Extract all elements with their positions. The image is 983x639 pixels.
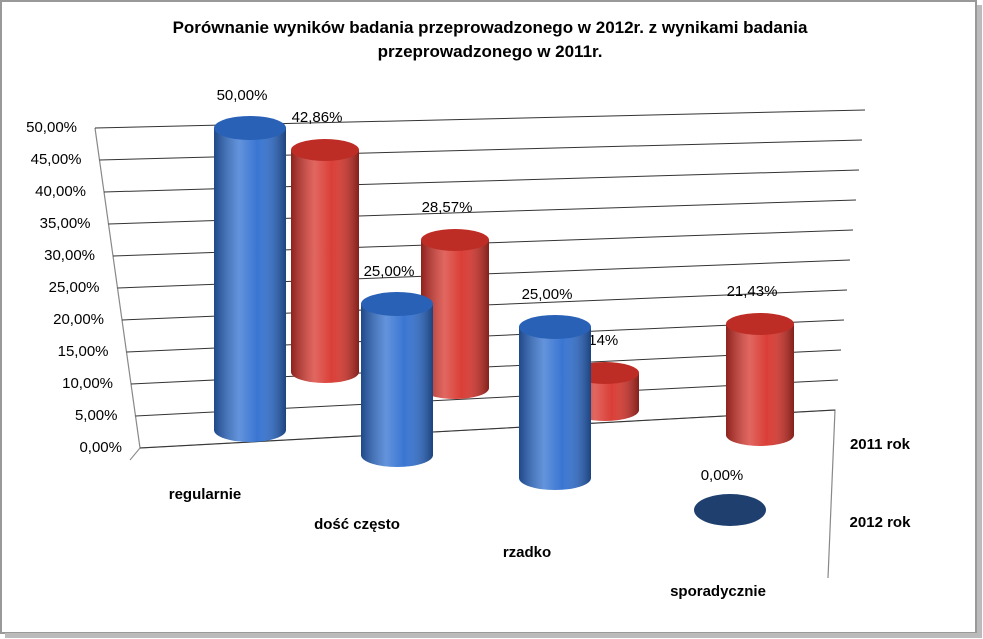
cylinder-top-shade [421,229,489,252]
x-tick-label: sporadycznie [670,583,766,600]
cylinder-shade [361,304,433,467]
wall-edge [129,447,141,461]
y-tick-label: 25,00% [49,279,100,296]
value-label: 25,00% [522,286,573,303]
y-tick-label: 0,00% [79,439,122,456]
y-tick-label: 40,00% [35,183,86,200]
y-tick-label: 35,00% [40,215,91,232]
cylinder [694,494,766,526]
cylinder-shade [291,149,359,383]
cylinder-base [694,494,766,526]
value-label: 0,00% [701,467,744,484]
cylinder [421,229,489,399]
cylinder-top [214,116,286,140]
cylinder-top [519,315,591,339]
x-tick-label: regularnie [169,486,242,503]
series-label: 2012 rok [850,514,912,531]
frame-shadow [5,633,982,638]
cylinder [214,116,286,442]
cylinder-shade [421,240,489,399]
x-tick-label: dość często [314,516,400,533]
cylinder-top [291,138,359,161]
cylinder-top [421,229,489,252]
value-label: 28,57% [422,199,473,216]
y-tick-label: 30,00% [44,247,95,264]
cylinder-top-shade [361,292,433,316]
value-label: 25,00% [364,263,415,280]
cylinder-top-shade [214,116,286,140]
cylinder [291,138,359,383]
cylinder-top-shade [291,138,359,161]
value-label: 42,86% [292,109,343,126]
cylinder-top [361,292,433,316]
cylinder-top-shade [726,312,794,335]
cylinder [361,292,433,467]
y-tick-label: 20,00% [53,311,104,328]
series-label: 2011 rok [850,436,911,453]
cylinder [519,315,591,490]
frame-shadow [977,5,982,637]
chart-title: Porównanie wyników badania przeprowadzon… [172,18,808,61]
cylinder-shade [726,323,794,446]
cylinder-top [726,312,794,335]
y-tick-label: 10,00% [62,375,113,392]
cylinder-top-shade [519,315,591,339]
y-tick-label: 45,00% [31,151,82,168]
x-tick-label: rzadko [503,544,551,561]
y-tick-label: 5,00% [75,407,118,424]
y-tick-label: 15,00% [58,343,109,360]
y-tick-label: 50,00% [26,119,77,136]
value-label: 21,43% [727,283,778,300]
cylinder-shade [519,327,591,490]
cylinder [726,312,794,446]
cylinder-shade [214,128,286,442]
value-label: 50,00% [217,87,268,104]
